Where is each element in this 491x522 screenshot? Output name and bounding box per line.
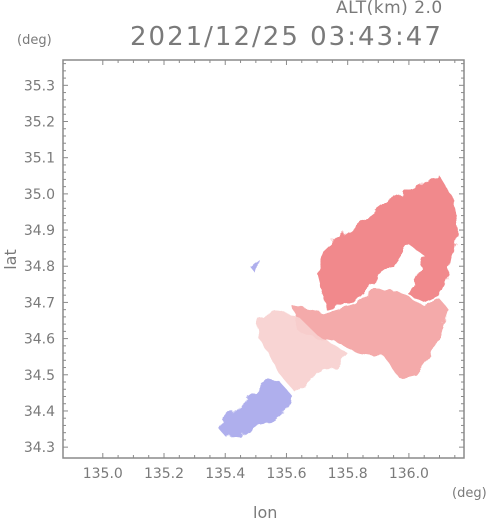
y-tick-label: 35.2 bbox=[24, 115, 55, 131]
altitude-label: ALT(km) 2.0 bbox=[336, 0, 443, 18]
echo-region-receding-medium-central-band bbox=[292, 287, 449, 379]
y-axis-ticks: 34.3 34.4 34.5 34.6 34.7 34.8 34.9 35.0 35.1 35.2… bbox=[24, 63, 464, 456]
observation-timestamp: 2021/12/25 03:43:47 bbox=[130, 22, 443, 52]
y-axis-unit: (deg) bbox=[17, 33, 52, 48]
y-tick-label: 34.6 bbox=[24, 332, 55, 348]
echo-region-receding-weak-southwest bbox=[255, 309, 348, 393]
y-tick-label: 34.5 bbox=[24, 368, 55, 384]
echo-region-receding-strong-northeast bbox=[317, 175, 458, 310]
x-axis-unit: (deg) bbox=[452, 486, 487, 501]
x-axis-ticks: 135.0 135.2 135.4 135.6 135.8 136.0 bbox=[83, 60, 456, 482]
echo-region-isolated-echo-north bbox=[249, 259, 259, 274]
x-tick-label: 135.6 bbox=[266, 466, 306, 482]
y-tick-label: 35.1 bbox=[24, 151, 55, 167]
y-tick-label: 35.0 bbox=[24, 187, 55, 203]
x-axis-label: lon bbox=[253, 503, 278, 522]
x-tick-label: 135.8 bbox=[328, 466, 368, 482]
echo-layer bbox=[219, 175, 458, 437]
y-tick-label: 35.3 bbox=[24, 78, 55, 94]
y-tick-label: 34.7 bbox=[24, 295, 55, 311]
x-tick-label: 136.0 bbox=[389, 466, 429, 482]
y-tick-label: 34.8 bbox=[24, 259, 55, 275]
y-tick-label: 34.4 bbox=[24, 404, 55, 420]
echo-region-approaching-southwest bbox=[219, 378, 293, 437]
y-tick-label: 34.9 bbox=[24, 223, 55, 239]
x-tick-label: 135.0 bbox=[83, 466, 123, 482]
x-tick-label: 135.2 bbox=[144, 466, 184, 482]
x-tick-label: 135.4 bbox=[205, 466, 245, 482]
y-tick-label: 34.3 bbox=[24, 440, 55, 456]
